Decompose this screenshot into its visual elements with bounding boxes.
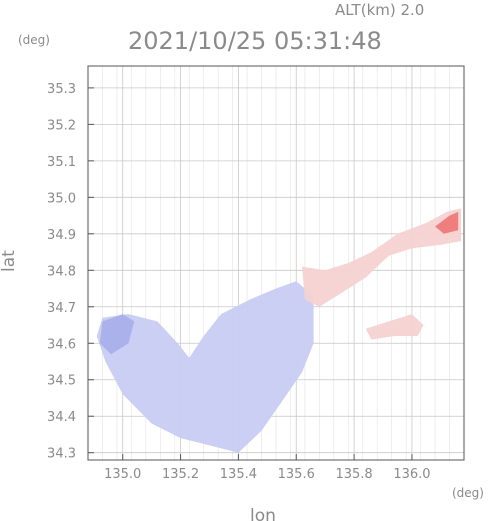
y-tick-label: 34.5 (47, 374, 76, 389)
region-kobe-coast-darker (99, 314, 135, 355)
x-tick-label: 135.4 (220, 467, 257, 482)
y-tick-label: 34.6 (47, 337, 76, 352)
x-tick-labels: 135.0 135.2 135.4 135.6 135.8 136.0 (104, 467, 430, 482)
y-tick-label: 34.4 (47, 410, 76, 425)
x-tick-label: 135.0 (104, 467, 141, 482)
plot-frame (87, 65, 465, 461)
y-tick-label: 34.7 (47, 301, 76, 316)
y-tick-label: 35.2 (47, 118, 76, 133)
timestamp-title: 2021/10/25 05:31:48 (128, 27, 382, 55)
y-tick-label: 34.3 (47, 447, 76, 462)
y-tick-label: 35.3 (47, 82, 76, 97)
y-tick-label: 34.9 (47, 228, 76, 243)
y-tick-label: 35.1 (47, 155, 76, 170)
data-field (96, 208, 462, 453)
y-unit-label: (deg) (18, 33, 50, 47)
x-tick-label: 135.2 (162, 467, 199, 482)
tick-marks (88, 87, 413, 460)
x-tick-label: 136.0 (393, 467, 430, 482)
y-tick-label: 35.0 (47, 191, 76, 206)
altitude-label: ALT(km) 2.0 (335, 1, 424, 19)
region-northeast-plume (302, 208, 462, 307)
y-tick-label: 34.8 (47, 264, 76, 279)
x-axis-label: lon (250, 506, 276, 521)
x-unit-label: (deg) (452, 486, 484, 500)
region-east-patch (365, 314, 424, 340)
region-osaka-bay-area (96, 281, 314, 453)
x-tick-label: 135.6 (278, 467, 315, 482)
x-tick-label: 135.8 (335, 467, 372, 482)
y-tick-labels: 34.3 34.4 34.5 34.6 34.7 34.8 34.9 35.0 35.1 35.2… (47, 82, 76, 462)
y-axis-label: lat (0, 250, 19, 272)
region-northeast-core (435, 211, 459, 234)
